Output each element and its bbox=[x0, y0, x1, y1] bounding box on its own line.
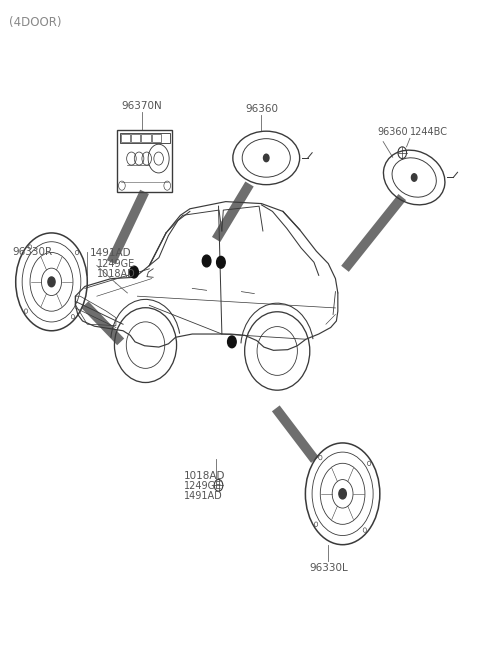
Circle shape bbox=[130, 266, 138, 278]
Text: 1249GE: 1249GE bbox=[97, 259, 135, 269]
Circle shape bbox=[48, 277, 55, 287]
Text: 1491AD: 1491AD bbox=[184, 491, 222, 501]
Circle shape bbox=[216, 256, 225, 268]
Text: 1018AD: 1018AD bbox=[97, 269, 135, 279]
Circle shape bbox=[411, 174, 417, 181]
Circle shape bbox=[202, 255, 211, 267]
Text: 1244BC: 1244BC bbox=[410, 127, 448, 137]
Text: 96360: 96360 bbox=[245, 103, 278, 113]
Text: 96370N: 96370N bbox=[122, 101, 163, 111]
Text: 96330R: 96330R bbox=[12, 247, 52, 257]
Text: 96330L: 96330L bbox=[309, 563, 348, 573]
Text: 1018AD: 1018AD bbox=[184, 471, 225, 481]
Circle shape bbox=[264, 154, 269, 162]
Text: (4DOOR): (4DOOR) bbox=[9, 16, 61, 29]
Text: 1491AD: 1491AD bbox=[90, 248, 132, 258]
Circle shape bbox=[339, 489, 347, 499]
Circle shape bbox=[228, 336, 236, 348]
Text: 96360: 96360 bbox=[377, 127, 408, 137]
Text: 1249GE: 1249GE bbox=[184, 481, 222, 491]
